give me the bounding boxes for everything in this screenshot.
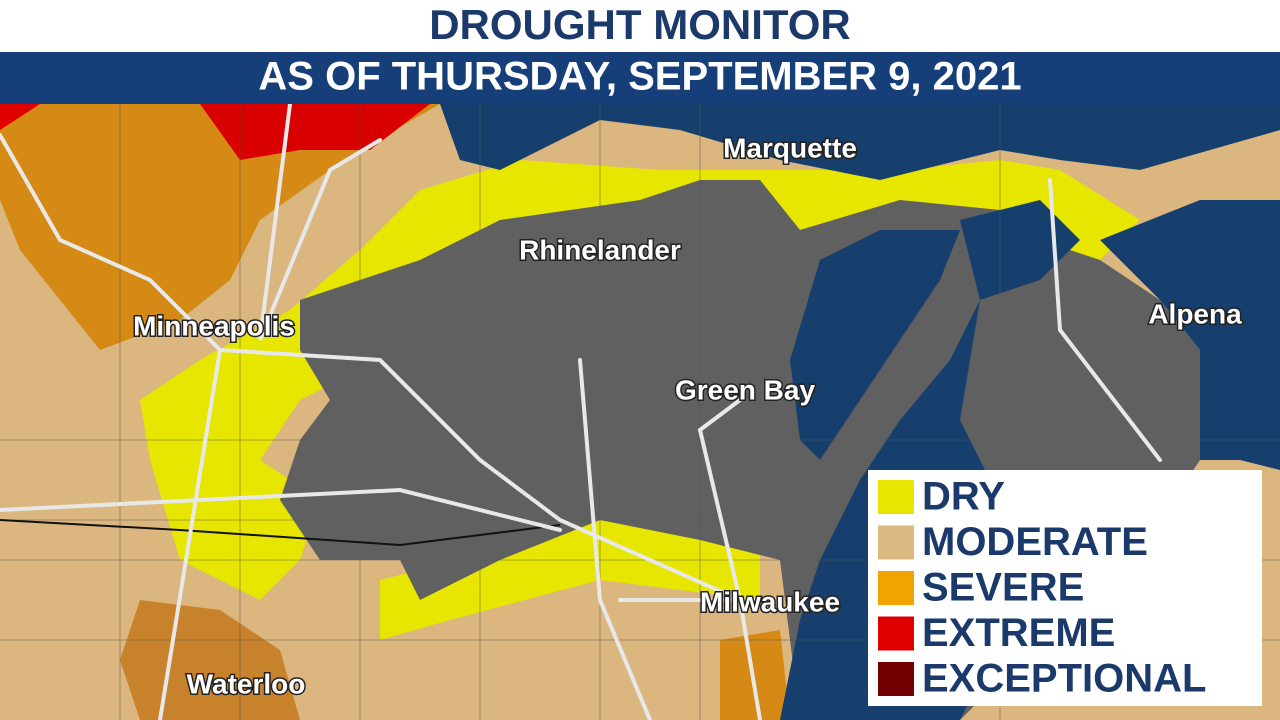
lake-superior [440,104,1280,180]
legend-box [868,470,1262,706]
legend-swatch [878,662,914,696]
city-label: Alpena [1148,298,1242,329]
legend-label: EXCEPTIONAL [922,657,1206,701]
city-label: Marquette [723,132,857,163]
extreme-area [0,104,40,130]
city-label: Green Bay [675,374,815,405]
legend-label: EXTREME [922,611,1115,655]
county-lines [0,104,1280,720]
subtitle: AS OF THURSDAY, SEPTEMBER 9, 2021 [258,55,1021,99]
legend-swatch [878,571,914,605]
title-band [0,0,1280,52]
city-label: Minneapolis [133,310,295,341]
green-bay-water [790,230,960,460]
city-label: Rhinelander [519,234,681,265]
city-label: Waterloo [187,668,306,699]
legend-label: MODERATE [922,520,1148,564]
severe-area [720,630,790,720]
legend-swatch [878,480,914,514]
subtitle-band [0,52,1280,104]
legend-label: SEVERE [922,566,1084,610]
legend-swatch [878,616,914,651]
legend-swatch [878,525,914,560]
state-border [0,519,561,547]
lake-huron [1100,200,1280,470]
severe-area [0,104,440,350]
title: DROUGHT MONITOR [429,1,851,48]
roads [0,102,1162,720]
legend-label: DRY [922,475,1005,519]
dry-area [380,520,760,640]
city-label: Milwaukee [700,586,840,617]
